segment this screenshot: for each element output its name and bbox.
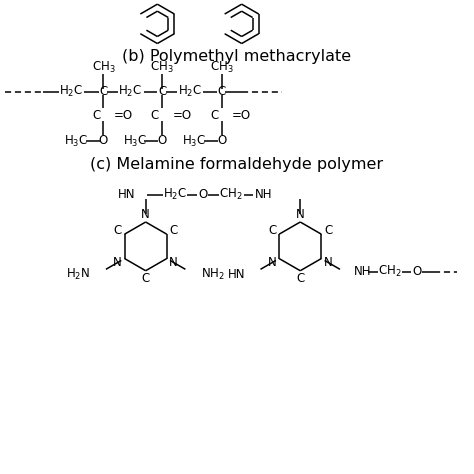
Text: CH$_3$: CH$_3$ (210, 60, 233, 75)
Text: H$_2$C: H$_2$C (163, 187, 187, 202)
Text: N: N (324, 256, 333, 269)
Text: (b) Polymethyl methacrylate: (b) Polymethyl methacrylate (122, 49, 352, 64)
Text: (c) Melamine formaldehyde polymer: (c) Melamine formaldehyde polymer (91, 157, 383, 172)
Text: C: C (296, 272, 304, 285)
Text: HN: HN (118, 188, 136, 201)
Text: C: C (324, 224, 332, 237)
Text: H$_2$C: H$_2$C (178, 84, 202, 100)
Text: CH$_2$: CH$_2$ (219, 187, 243, 202)
Text: O: O (198, 188, 208, 201)
Text: C: C (170, 224, 178, 237)
Text: N: N (296, 208, 305, 220)
Text: H$_2$N: H$_2$N (66, 267, 90, 282)
Text: N: N (268, 256, 277, 269)
Text: H$_2$C: H$_2$C (118, 84, 142, 100)
Text: NH$_2$: NH$_2$ (201, 267, 225, 282)
Text: N: N (141, 208, 150, 220)
Text: C: C (218, 85, 226, 98)
Text: NH: NH (355, 265, 372, 278)
Text: CH$_3$: CH$_3$ (91, 60, 115, 75)
Text: C: C (92, 109, 100, 122)
Text: CH$_3$: CH$_3$ (150, 60, 174, 75)
Text: C: C (142, 272, 150, 285)
Text: H$_3$C: H$_3$C (123, 133, 147, 148)
Text: C: C (114, 224, 122, 237)
Text: N: N (169, 256, 178, 269)
Text: N: N (113, 256, 122, 269)
Text: C: C (158, 85, 166, 98)
Text: C: C (100, 85, 108, 98)
Text: H$_3$C: H$_3$C (182, 133, 206, 148)
Text: O: O (157, 135, 167, 147)
Text: O: O (99, 135, 108, 147)
Text: =O: =O (173, 109, 191, 122)
Text: =O: =O (232, 109, 251, 122)
Text: HN: HN (228, 268, 246, 281)
Text: NH: NH (255, 188, 273, 201)
Text: O: O (217, 135, 226, 147)
Text: O: O (412, 265, 421, 278)
Text: H$_2$C: H$_2$C (59, 84, 83, 100)
Text: C: C (151, 109, 159, 122)
Text: C: C (268, 224, 276, 237)
Text: CH$_2$: CH$_2$ (378, 264, 401, 279)
Text: H$_3$C: H$_3$C (64, 133, 88, 148)
Text: =O: =O (114, 109, 133, 122)
Text: C: C (210, 109, 218, 122)
